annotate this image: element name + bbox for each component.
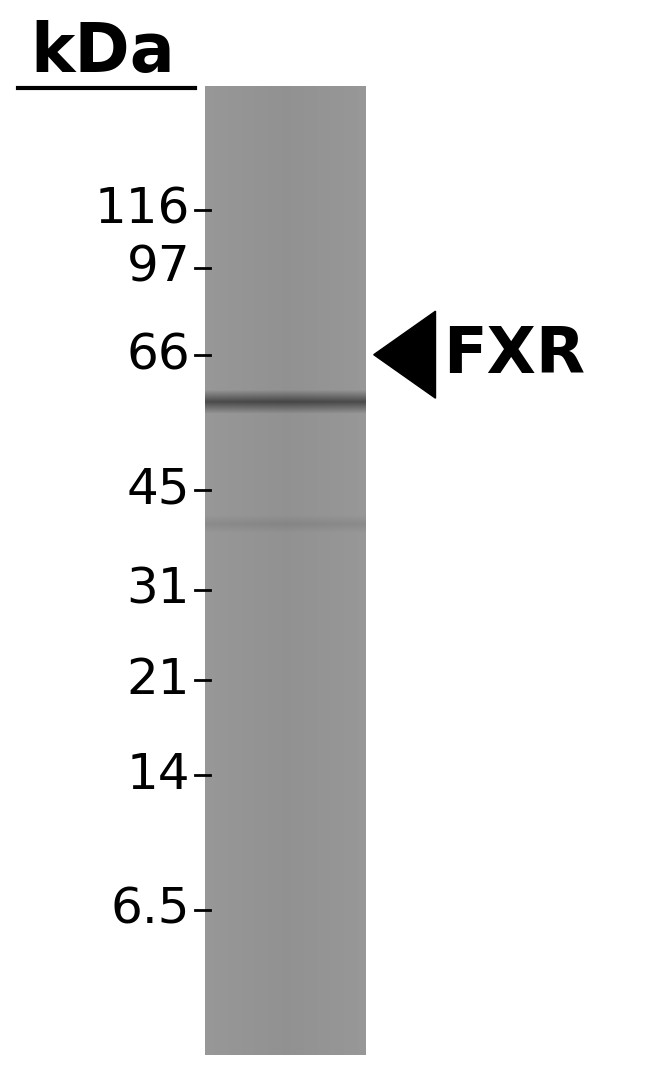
Text: 14: 14 bbox=[127, 751, 190, 799]
Text: 45: 45 bbox=[127, 466, 190, 514]
Text: FXR: FXR bbox=[443, 324, 586, 385]
Text: 21: 21 bbox=[127, 656, 190, 704]
Text: 31: 31 bbox=[127, 566, 190, 614]
Text: 116: 116 bbox=[95, 186, 190, 234]
Text: 6.5: 6.5 bbox=[111, 886, 190, 934]
Polygon shape bbox=[374, 311, 436, 398]
Text: 97: 97 bbox=[126, 244, 190, 292]
Text: 66: 66 bbox=[126, 331, 190, 379]
Text: kDa: kDa bbox=[30, 20, 175, 86]
